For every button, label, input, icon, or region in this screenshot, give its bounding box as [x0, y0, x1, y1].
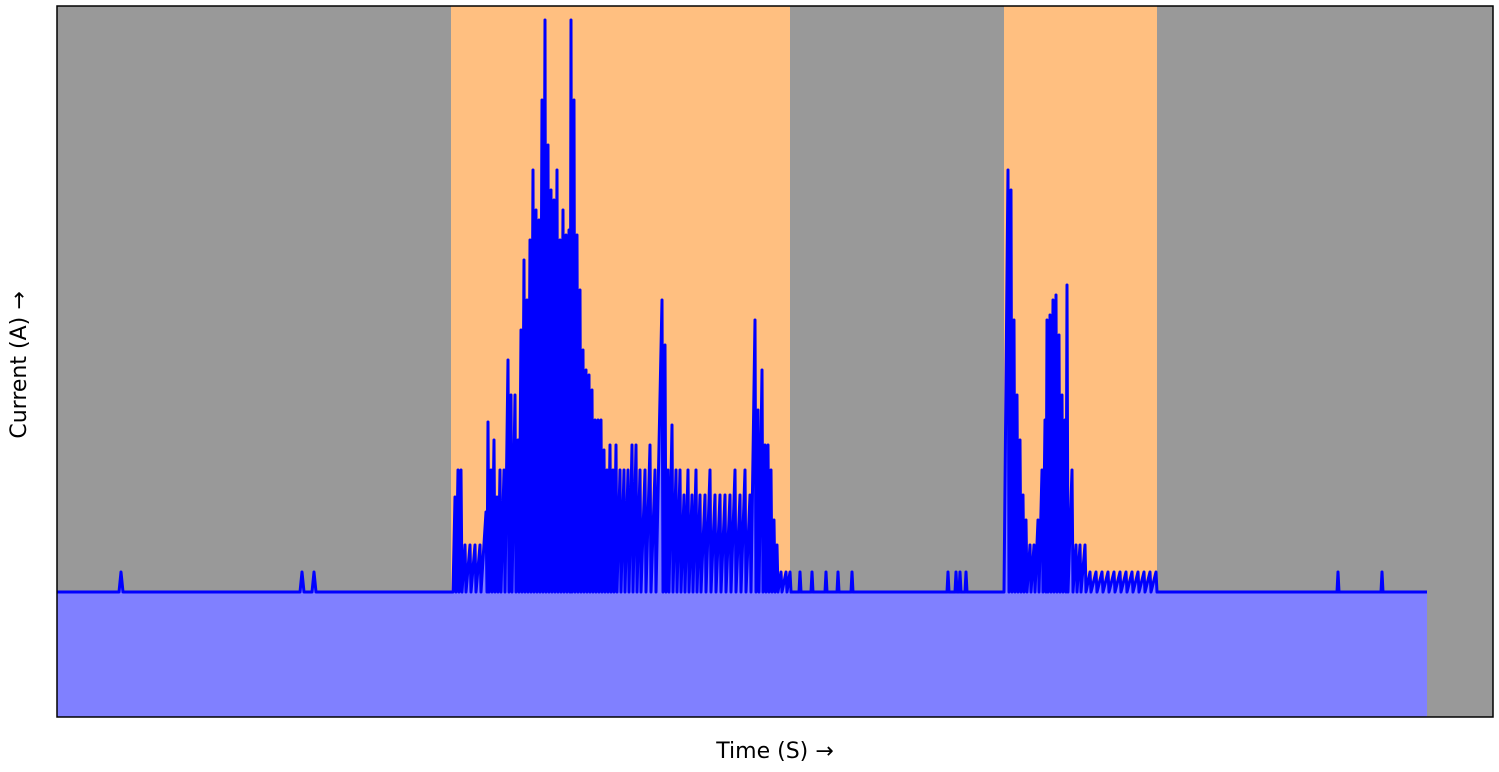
x-axis-label: Time (S) → — [715, 739, 833, 764]
plot-frame — [56, 5, 1494, 718]
y-axis-label: Current (A) → — [7, 291, 32, 438]
line — [57, 18, 1427, 594]
plot-area — [57, 6, 1493, 717]
